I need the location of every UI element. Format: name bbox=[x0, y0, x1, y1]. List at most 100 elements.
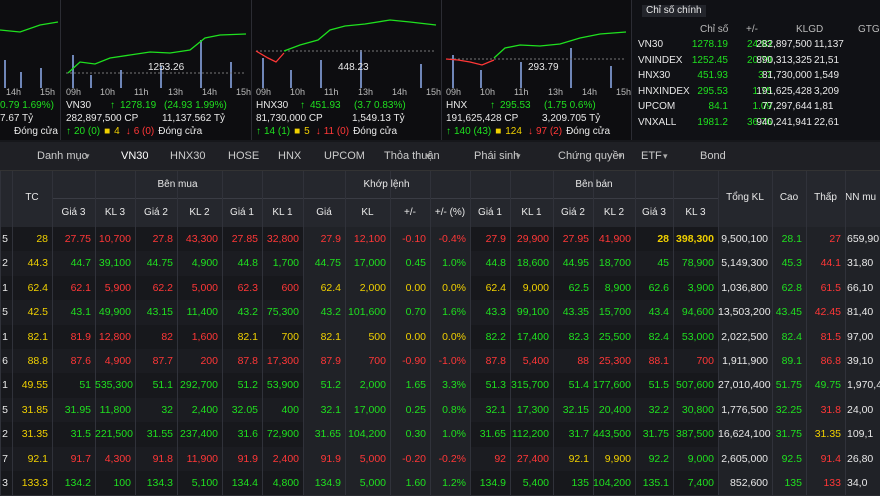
table-cell: 29,900 bbox=[516, 233, 549, 245]
col-divider bbox=[772, 171, 773, 495]
index-cell: VNXALL bbox=[638, 116, 677, 128]
tab[interactable]: Thỏa thuận bbox=[384, 150, 440, 162]
table-cell: 3 bbox=[2, 477, 8, 489]
table-cell: 86.8 bbox=[820, 355, 841, 367]
table-cell: 32.05 bbox=[231, 403, 258, 416]
arrow-down: ↓ bbox=[125, 126, 131, 137]
tab[interactable]: Danh mục bbox=[37, 150, 88, 162]
time-tick: 15h bbox=[236, 87, 252, 97]
table-cell: 7,400 bbox=[687, 477, 714, 489]
table-cell: 34,0 bbox=[847, 477, 868, 489]
table-cell: 398,300 bbox=[676, 233, 714, 245]
index-change: 0.79 1.69%) bbox=[0, 100, 54, 111]
sub-header: +/- (%) bbox=[434, 207, 466, 218]
index-cell: 890,313,325 bbox=[756, 54, 812, 66]
tab[interactable]: HOSE bbox=[228, 150, 260, 162]
table-cell: -1.0% bbox=[438, 355, 466, 367]
table-cell: 17,400 bbox=[516, 330, 549, 343]
tab[interactable]: Bond bbox=[700, 150, 726, 162]
table-cell: 87.9 bbox=[320, 355, 341, 367]
table-cell: 66,10 bbox=[847, 281, 874, 294]
table-cell: 27.85 bbox=[231, 233, 258, 245]
index-name: HNX30 bbox=[256, 100, 289, 111]
time-tick: 10h bbox=[480, 87, 496, 97]
index-cell: 282,897,500 bbox=[756, 39, 812, 50]
table-cell: 2,000 bbox=[359, 281, 386, 294]
table-cell: 237,400 bbox=[180, 428, 218, 441]
sub-header: Giá 1 bbox=[478, 207, 502, 218]
table-cell: 135.1 bbox=[642, 477, 669, 489]
table-cell: 507,600 bbox=[676, 379, 714, 392]
index-cell: 1,81 bbox=[814, 101, 834, 112]
tab[interactable]: Phái sinh bbox=[474, 150, 520, 162]
sub-header: KL 1 bbox=[272, 207, 293, 218]
table-cell: 62.4 bbox=[27, 281, 48, 294]
time-tick: 14h bbox=[6, 87, 22, 97]
table-cell: 91.9 bbox=[320, 452, 341, 465]
col-divider bbox=[806, 171, 807, 495]
table-cell: 62.6 bbox=[648, 281, 669, 294]
session-status: Đóng cửa bbox=[566, 126, 611, 137]
header-cell: TC bbox=[25, 192, 39, 203]
flat-icon: ■ bbox=[495, 126, 502, 137]
table-cell: 91.9 bbox=[237, 452, 258, 465]
group-header: Khớp lệnh bbox=[363, 179, 410, 190]
breadth-up: 140 (43) bbox=[454, 126, 492, 137]
sub-header: KL 3 bbox=[104, 207, 126, 218]
arrow-up: ↑ bbox=[110, 100, 115, 111]
tab[interactable]: VN30 bbox=[121, 150, 149, 162]
sub-header: Giá 2 bbox=[144, 207, 168, 218]
chart-value-label: 293.79 bbox=[528, 62, 559, 73]
tab[interactable]: Chứng quyền bbox=[558, 150, 625, 162]
index-cell: 1981.2 bbox=[697, 116, 728, 128]
tab[interactable]: UPCOM bbox=[324, 150, 365, 162]
tab-bar bbox=[0, 142, 880, 171]
table-cell: 1,911,900 bbox=[722, 355, 768, 367]
table-cell: 28.1 bbox=[781, 233, 802, 245]
tab[interactable]: ETF bbox=[641, 150, 662, 162]
time-tick: 15h bbox=[426, 87, 442, 97]
arrow-up: ↑ bbox=[300, 100, 305, 111]
sub-header: +/- bbox=[404, 207, 416, 218]
table-cell: 400 bbox=[281, 403, 299, 416]
index-cell: 3,209 bbox=[814, 85, 840, 97]
breadth-down: 6 (0) bbox=[133, 126, 155, 137]
col-divider bbox=[52, 171, 53, 495]
time-tick: 13h bbox=[168, 87, 184, 97]
header-cell: Thấp bbox=[814, 192, 837, 203]
table-cell: 2,400 bbox=[191, 403, 218, 416]
table-cell: 88 bbox=[577, 355, 589, 367]
table-cell: 109,1 bbox=[847, 428, 874, 441]
table-cell: 134.9 bbox=[479, 477, 506, 489]
index-price: 451.93 bbox=[310, 100, 341, 111]
index-volume: 81,730,000 CP bbox=[256, 113, 323, 124]
table-cell: 32 bbox=[161, 403, 173, 416]
index-volume: 282,897,500 CP bbox=[66, 113, 139, 124]
table-cell: 2,000 bbox=[359, 379, 386, 392]
table-cell: 134.4 bbox=[231, 477, 258, 489]
table-cell: 89.1 bbox=[781, 355, 802, 367]
chart-value-label: 1253.26 bbox=[148, 62, 185, 73]
table-cell: 91.8 bbox=[152, 452, 173, 465]
sub-header: KL 2 bbox=[603, 207, 625, 218]
tab[interactable]: HNX30 bbox=[170, 150, 206, 162]
table-cell: 135 bbox=[784, 477, 802, 489]
col-divider bbox=[95, 171, 96, 495]
table-cell: -0.10 bbox=[402, 233, 426, 245]
index-table-header: KLGD bbox=[796, 24, 824, 35]
table-cell: 91.7 bbox=[70, 452, 91, 465]
table-cell: 31.65 bbox=[314, 428, 341, 441]
time-tick: 10h bbox=[100, 87, 116, 97]
index-cell: VN30 bbox=[638, 39, 664, 50]
tab[interactable]: HNX bbox=[278, 150, 302, 162]
table-cell: 45.3 bbox=[781, 257, 802, 270]
chart-value-label: 448.23 bbox=[338, 62, 369, 73]
index-cell: VNINDEX bbox=[638, 54, 683, 66]
index-cell: HNXINDEX bbox=[638, 85, 690, 97]
table-cell: 134.3 bbox=[146, 477, 173, 489]
charts-bg bbox=[0, 0, 632, 140]
table-cell: 221,500 bbox=[95, 428, 133, 441]
table-cell: 62.1 bbox=[70, 281, 91, 294]
time-tick: 11h bbox=[514, 87, 529, 97]
table-cell: 31.35 bbox=[814, 428, 841, 441]
